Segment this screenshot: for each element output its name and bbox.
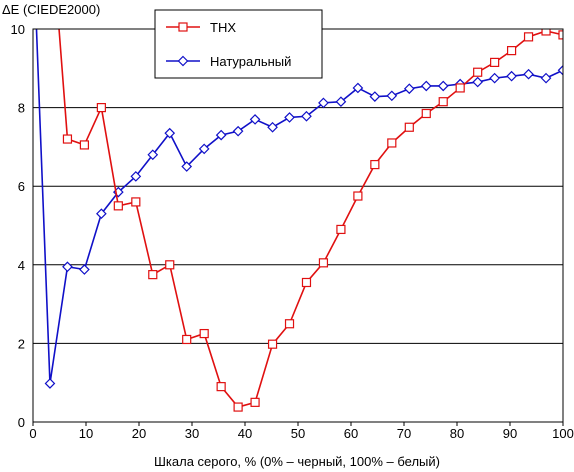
data-point <box>540 72 552 84</box>
data-point <box>353 191 363 201</box>
data-point <box>336 224 346 235</box>
data-point <box>96 102 106 113</box>
data-point <box>403 83 415 95</box>
data-point <box>387 138 397 148</box>
data-point <box>301 110 312 122</box>
x-tick-label: 80 <box>450 426 464 441</box>
data-point <box>62 261 73 273</box>
data-point <box>557 64 563 76</box>
x-tick-label: 50 <box>291 426 305 441</box>
data-point <box>44 378 56 389</box>
x-tick-label: 90 <box>503 426 517 441</box>
data-point <box>216 382 226 392</box>
legend-label: THX <box>210 20 236 35</box>
x-tick-label: 30 <box>185 426 199 441</box>
data-point <box>215 129 227 141</box>
x-tick-label: 60 <box>344 426 358 441</box>
data-point <box>420 80 432 92</box>
data-point <box>318 97 329 109</box>
tick-labels: 0 10 20 30 40 50 60 70 80 90 100 0 2 4 6 8 10 <box>11 22 574 441</box>
data-point <box>352 82 364 94</box>
legend-box <box>154 9 323 79</box>
data-point <box>131 197 141 207</box>
data-point <box>506 70 517 82</box>
data-point <box>421 108 431 119</box>
y-tick-label: 4 <box>18 258 25 273</box>
data-point <box>79 140 90 150</box>
data-point <box>541 29 551 36</box>
y-tick-label: 10 <box>11 22 25 37</box>
y-tick-label: 8 <box>18 101 25 116</box>
series-layer <box>35 29 563 412</box>
data-point <box>438 97 448 107</box>
x-tick-label: 0 <box>29 426 36 441</box>
data-point <box>113 201 123 211</box>
data-point <box>455 83 465 93</box>
x-axis-label: Шкала серого, % (0% – черный, 100% – бел… <box>154 454 440 469</box>
data-point <box>164 127 176 139</box>
data-point <box>437 80 449 92</box>
legend-marker <box>178 22 188 32</box>
data-point <box>404 122 414 132</box>
y-axis-label: ΔE (CIEDE2000) <box>2 2 100 17</box>
data-point <box>250 397 260 407</box>
data-point <box>369 91 381 102</box>
y-tick-label: 0 <box>18 415 25 430</box>
legend-label: Натуральный <box>210 54 291 69</box>
x-tick-label: 20 <box>132 426 146 441</box>
data-point <box>506 46 517 56</box>
data-point <box>182 334 192 345</box>
data-point <box>284 112 295 123</box>
y-tick-label: 2 <box>18 336 25 351</box>
data-point <box>318 258 329 268</box>
data-point <box>472 76 484 88</box>
x-tick-label: 40 <box>238 426 252 441</box>
data-point <box>181 161 193 172</box>
data-point <box>233 402 243 412</box>
data-point <box>473 67 483 77</box>
data-point <box>96 208 107 220</box>
data-point <box>147 149 159 161</box>
x-tick-label: 100 <box>552 426 574 441</box>
data-point <box>148 270 158 280</box>
series-thx <box>58 29 563 412</box>
data-point <box>301 277 312 288</box>
data-point <box>198 143 210 155</box>
data-point <box>523 68 534 80</box>
data-point <box>267 339 278 349</box>
data-point <box>267 121 278 133</box>
data-point <box>386 90 398 102</box>
data-point <box>79 264 90 275</box>
x-tick-label: 70 <box>397 426 411 441</box>
data-point <box>284 319 295 329</box>
data-point <box>199 328 209 339</box>
x-tick-label: 10 <box>79 426 93 441</box>
data-point <box>558 30 563 40</box>
data-point <box>523 32 534 42</box>
series-natural <box>35 29 563 389</box>
grid-lines <box>33 107 563 344</box>
plot-frame <box>32 28 564 423</box>
data-point <box>249 114 261 125</box>
data-point <box>490 57 500 68</box>
data-point <box>232 125 244 137</box>
legend-marker <box>177 55 189 67</box>
data-point <box>165 260 175 270</box>
data-point <box>130 171 142 182</box>
data-point <box>335 96 347 108</box>
y-tick-label: 6 <box>18 179 25 194</box>
data-point <box>62 134 73 144</box>
data-point <box>370 159 380 170</box>
legend: THX Натуральный <box>154 9 323 79</box>
data-point <box>489 72 500 84</box>
